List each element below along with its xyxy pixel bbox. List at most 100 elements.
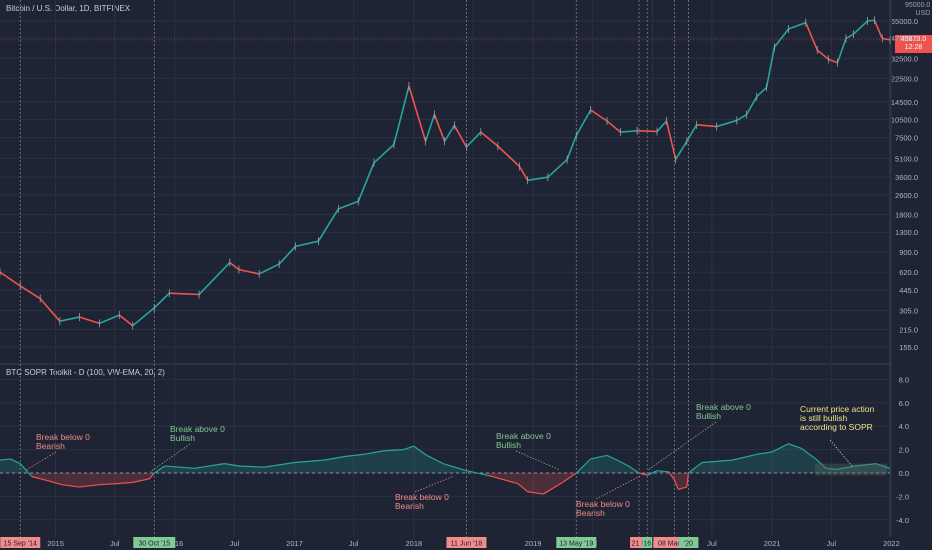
indicator-line: [527, 491, 544, 495]
indicator-line: [0, 458, 11, 461]
event-date-tag-text: 16: [643, 541, 651, 548]
event-label-bear: Bearish: [395, 501, 424, 511]
price-segment: [118, 314, 134, 327]
indicator-fill: [132, 473, 150, 483]
price-segment: [373, 143, 395, 164]
event-label-bear: Break below 0: [36, 432, 90, 442]
indicator-fill: [383, 449, 404, 473]
indicator-line: [403, 445, 415, 451]
price-segment: [317, 208, 340, 242]
price-segment: [873, 19, 884, 39]
price-axis-tick: 22500.0: [891, 74, 918, 83]
indicator-line: [702, 459, 733, 464]
price-segment: [765, 47, 776, 88]
indicator-line: [771, 443, 789, 453]
indicator-line: [194, 463, 225, 469]
price-axis-tick: 10500.0: [891, 115, 918, 124]
price-segment: [665, 120, 677, 160]
price-axis-tick: 14500.0: [891, 98, 918, 107]
price-segment: [716, 119, 738, 128]
price-segment: [836, 38, 847, 64]
indicator-line: [835, 465, 857, 471]
indicator-axis-tick: 4.0: [899, 422, 909, 431]
price-axis-tick: 47500.0: [891, 34, 918, 43]
price-segment: [756, 86, 768, 98]
indicator-line: [79, 484, 100, 488]
last-price-tag: 45878.0 12:28: [895, 35, 932, 53]
price-segment: [852, 20, 869, 35]
price-segment: [338, 200, 359, 210]
indicator-axis-tick: -4.0: [896, 516, 909, 525]
price-axis-tick: 215.0: [899, 325, 918, 334]
event-connector: [647, 421, 717, 471]
event-date-tag-text: 30 Oct '15: [138, 541, 170, 548]
event-label-bull: Break above 0: [170, 424, 225, 434]
event-date-tag: [630, 537, 649, 548]
event-connector: [25, 451, 57, 471]
price-segment: [453, 124, 468, 148]
time-axis-tick: 2015: [47, 539, 64, 548]
indicator-fill: [607, 455, 618, 473]
indicator-line: [164, 465, 195, 469]
price-segment: [656, 120, 668, 132]
note-connector: [829, 439, 853, 467]
price-axis-tick: 155.0: [899, 343, 918, 352]
indicator-line: [323, 456, 344, 461]
indicator-fill: [31, 473, 46, 481]
event-date-tag-text: 08 Mar '20: [658, 541, 691, 548]
indicator-title: BTC SOPR Toolkit - D (100, VW-EMA, 20, 2…: [6, 368, 165, 377]
indicator-fill: [815, 458, 827, 473]
indicator-line: [562, 472, 577, 483]
time-axis-tick: Jul: [349, 539, 359, 548]
indicator-axis-tick: 6.0: [899, 399, 909, 408]
price-segment: [59, 316, 80, 322]
indicator-line: [19, 463, 33, 477]
indicator-line: [224, 463, 240, 467]
indicator-line: [413, 445, 428, 456]
indicator-fill: [772, 443, 789, 473]
indicator-fill: [788, 443, 802, 473]
indicator-line: [875, 463, 891, 469]
indicator-line: [61, 484, 80, 488]
event-connector: [595, 475, 641, 500]
price-axis-tick: 445.0: [899, 286, 918, 295]
indicator-line: [801, 447, 817, 460]
indicator-fill: [61, 473, 80, 488]
indicator-fill: [363, 450, 384, 473]
indicator-line: [542, 481, 563, 495]
indicator-fill: [45, 473, 62, 485]
price-segment: [845, 33, 854, 40]
indicator-fill: [99, 473, 120, 485]
price-axis-tick: 7500.0: [895, 134, 918, 143]
indicator-line: [616, 459, 629, 467]
price-axis-tick: 65000.0: [891, 17, 918, 26]
indicator-line: [590, 454, 608, 460]
indicator-fill: [517, 473, 528, 492]
price-segment: [443, 124, 456, 142]
indicator-line: [825, 467, 836, 471]
price-segment: [527, 176, 548, 182]
price-segment: [480, 131, 499, 147]
indicator-line: [264, 461, 295, 468]
indicator-line: [294, 459, 324, 464]
indicator-fill: [756, 451, 773, 473]
last-price: 45878.0: [900, 36, 927, 43]
bar-countdown: 12:28: [904, 44, 923, 51]
indicator-fill: [835, 465, 857, 473]
note-label: according to SOPR: [800, 422, 873, 432]
price-segment: [169, 292, 200, 296]
currency-label: 95000.0 USD: [905, 2, 930, 18]
indicator-line: [153, 465, 166, 474]
event-date-tag-text: 21 N: [632, 541, 647, 548]
price-axis-tick: 2600.0: [895, 191, 918, 200]
indicator-fill: [426, 455, 444, 473]
indicator-fill: [323, 456, 344, 473]
currency-top-tick: 95000.0: [905, 2, 931, 9]
price-segment: [408, 85, 427, 142]
event-date-tag: [556, 537, 597, 548]
event-label-bull: Break above 0: [696, 402, 751, 412]
price-axis-tick: 5100.0: [895, 154, 918, 163]
price-segment: [153, 292, 170, 309]
price-segment: [620, 130, 638, 133]
